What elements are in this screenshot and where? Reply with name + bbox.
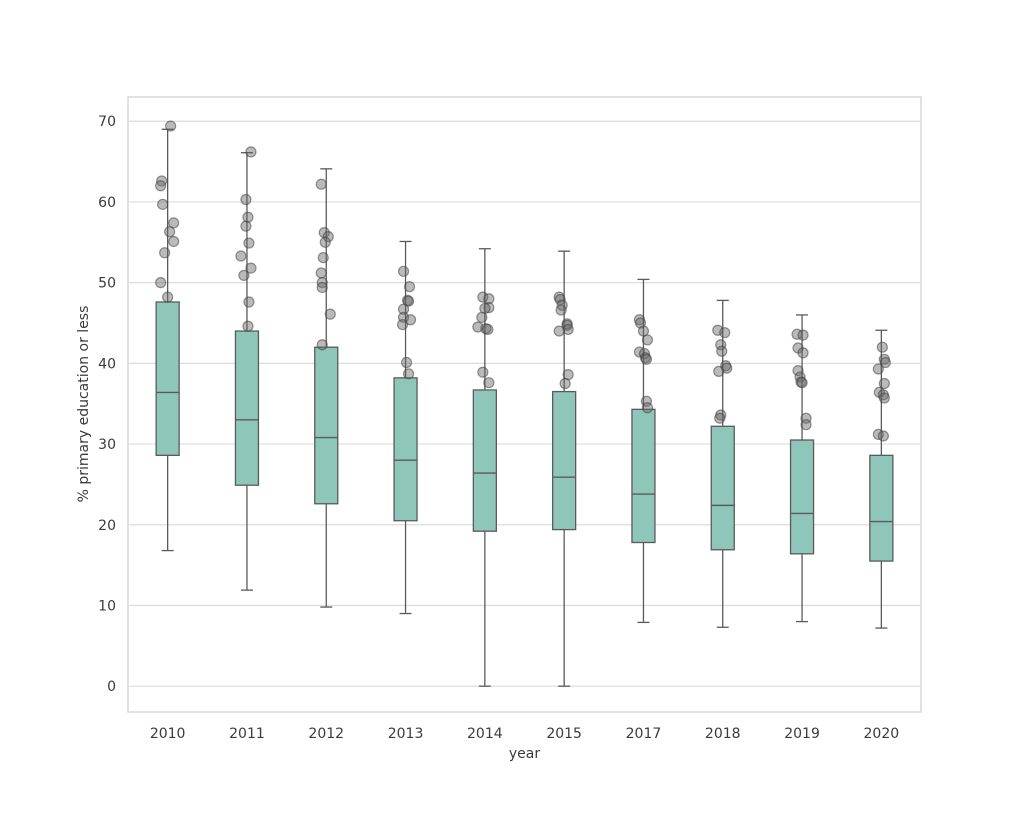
y-tick-label: 50: [98, 276, 116, 292]
strip-point: [397, 265, 410, 277]
strip-point: [402, 368, 415, 380]
y-tick-label: 20: [98, 518, 116, 534]
strip-point: [872, 363, 884, 375]
box-2014: [472, 389, 498, 532]
strip-point: [797, 329, 809, 341]
strip-point: [476, 311, 488, 323]
box-2019: [789, 439, 815, 555]
strip-point: [157, 198, 169, 210]
strip-point: [324, 308, 336, 320]
strip-point: [235, 250, 247, 262]
strip-point: [403, 281, 416, 293]
y-tick-label: 70: [98, 114, 116, 130]
y-tick-label: 30: [98, 437, 116, 453]
strip-point: [562, 323, 574, 336]
y-tick-label: 0: [107, 679, 116, 695]
strip-point: [796, 377, 808, 389]
strip-point: [317, 252, 329, 264]
strip-point: [800, 419, 812, 431]
strip-point: [155, 180, 167, 192]
strip-point: [238, 269, 250, 281]
plot-border: [127, 96, 922, 713]
x-tick-label: 2014: [467, 726, 503, 742]
strip-point: [315, 267, 327, 279]
box-2013: [393, 377, 418, 522]
strip-point: [555, 304, 567, 316]
strip-point: [714, 412, 726, 424]
strip-point: [242, 211, 254, 223]
strip-point: [168, 235, 180, 248]
box-2020: [869, 454, 894, 562]
strip-point: [483, 302, 495, 314]
strip-point: [797, 347, 809, 359]
strip-point: [559, 377, 571, 390]
x-tick-label: 2020: [864, 726, 900, 742]
strip-point: [879, 356, 891, 369]
strip-point: [713, 365, 725, 378]
strip-point: [400, 356, 413, 369]
strip-point: [164, 226, 176, 238]
strip-point: [878, 392, 890, 404]
strip-point: [641, 334, 654, 346]
strip-point: [397, 303, 410, 315]
strip-point: [243, 237, 255, 249]
strip-point: [483, 293, 495, 305]
strip-point: [719, 327, 731, 339]
strip-point: [876, 341, 888, 353]
strip-point: [878, 377, 890, 390]
strip-point: [165, 120, 177, 132]
x-tick-label: 2018: [705, 726, 741, 742]
strip-point: [240, 220, 252, 232]
strip-point: [155, 277, 167, 289]
box-2018: [710, 425, 735, 551]
strip-point: [242, 320, 254, 332]
strip-point: [315, 178, 327, 190]
x-tick-label: 2019: [784, 726, 820, 742]
strip-point: [322, 231, 334, 243]
strip-point: [396, 318, 409, 331]
x-axis-label: year: [508, 746, 541, 762]
y-tick-label: 40: [98, 356, 116, 372]
strip-point: [561, 319, 573, 332]
box-2011: [234, 330, 260, 486]
strip-point: [243, 296, 255, 308]
y-tick-label: 10: [98, 598, 116, 614]
box-2017: [631, 408, 656, 544]
strip-point: [245, 262, 257, 274]
x-tick-label: 2012: [308, 726, 344, 742]
strip-point: [316, 281, 328, 294]
strip-point: [483, 377, 495, 389]
strip-point: [482, 323, 494, 336]
strip-point: [640, 353, 653, 365]
x-tick-label: 2015: [546, 726, 582, 742]
strip-point: [162, 291, 174, 303]
strip-point: [553, 325, 565, 337]
strip-point: [404, 314, 417, 326]
strip-point: [877, 430, 889, 442]
strip-point: [716, 345, 728, 357]
x-tick-label: 2013: [388, 726, 424, 742]
box-2012: [314, 346, 339, 505]
strip-point: [245, 146, 257, 158]
x-tick-label: 2017: [626, 726, 662, 742]
box-2015: [552, 390, 577, 531]
strip-point: [641, 402, 654, 414]
strip-point: [240, 193, 252, 206]
strip-point: [159, 247, 171, 259]
strip-point: [402, 295, 415, 307]
strip-point: [319, 236, 331, 248]
strip-point: [477, 366, 489, 378]
strip-point: [792, 365, 804, 377]
box-2010: [155, 301, 180, 456]
x-tick-label: 2010: [150, 726, 186, 742]
strip-point: [316, 339, 328, 351]
y-tick-label: 60: [98, 195, 116, 211]
x-tick-label: 2011: [229, 726, 265, 742]
y-axis-label: % primary education or less: [76, 305, 92, 503]
